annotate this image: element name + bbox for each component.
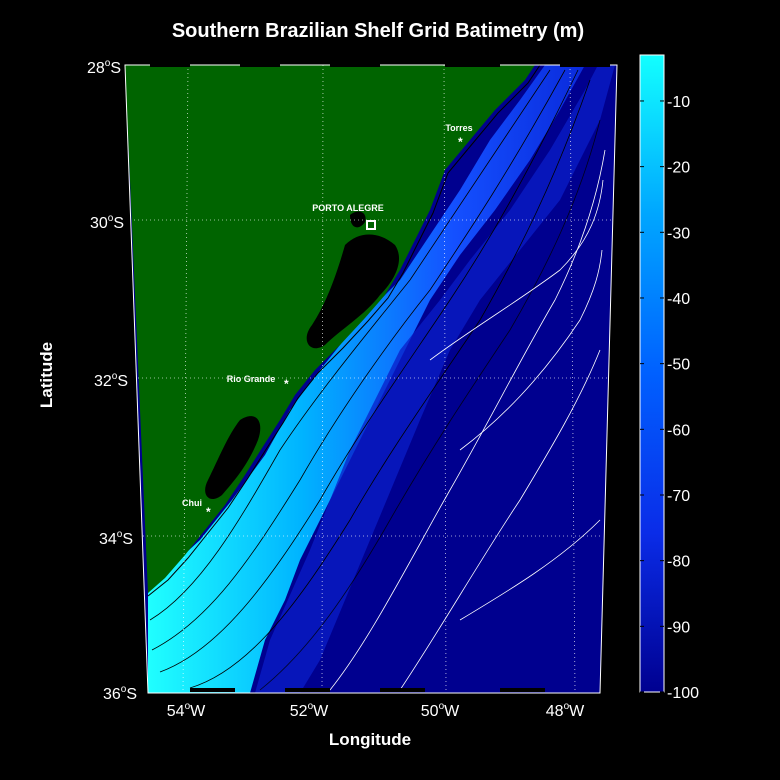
outer-shelf (255, 65, 615, 693)
colorbar-tick-label: -20 (667, 160, 690, 177)
colorbar-tick-label: -70 (667, 488, 690, 505)
latitude-ticks: 28oS 30oS 32oS 34oS 36oS (87, 58, 137, 703)
colorbar-tick-label: -80 (667, 554, 690, 571)
lat-tick: 30oS (90, 213, 124, 232)
y-axis-label: Latitude (37, 342, 56, 408)
lat-tick: 28oS (87, 58, 121, 77)
place-label-porto-alegre: PORTO ALEGRE (312, 203, 384, 213)
x-axis-label: Longitude (329, 730, 411, 749)
depth-contours (149, 69, 606, 691)
colorbar-tick-label: -50 (667, 357, 690, 374)
lon-tick: 52oW (290, 701, 329, 720)
lat-tick: 32oS (94, 371, 128, 390)
colorbar: -10 -20 -30 -40 -50 -60 -70 -80 -90 -100 (639, 54, 699, 702)
colorbar-tick-label: -100 (667, 685, 699, 702)
colorbar-ticks: -10 -20 -30 -40 -50 -60 -70 -80 -90 -100 (640, 94, 699, 702)
place-label-rio-grande: Rio Grande (227, 374, 276, 384)
colorbar-tick-label: -40 (667, 291, 690, 308)
map-frame (124, 63, 618, 694)
map-panel (125, 65, 617, 693)
colorbar-gradient (639, 54, 665, 693)
colorbar-tick-label: -60 (667, 422, 690, 439)
lon-tick: 48oW (546, 701, 585, 720)
lon-tick: 54oW (167, 701, 206, 720)
longitude-ticks: 54oW 52oW 50oW 48oW (167, 701, 585, 720)
place-marker-chui: * (206, 505, 211, 519)
coastline (147, 65, 541, 597)
lon-tick: 50oW (421, 701, 460, 720)
places: * Torres PORTO ALEGRE * Rio Grande * Chu… (182, 123, 473, 519)
lat-tick: 36oS (103, 684, 137, 703)
place-label-torres: Torres (445, 123, 472, 133)
capital-marker-porto-alegre (366, 220, 376, 230)
colorbar-tick-label: -90 (667, 619, 690, 636)
lat-tick: 34oS (99, 529, 133, 548)
colorbar-tick-label: -10 (667, 94, 690, 111)
place-label-chui: Chui (182, 498, 202, 508)
continental-shelf (148, 65, 585, 693)
place-marker-torres: * (458, 135, 463, 149)
lagoons (205, 211, 400, 500)
place-marker-rio-grande: * (284, 377, 289, 391)
chart-title: Southern Brazilian Shelf Grid Batimetry … (172, 20, 584, 42)
colorbar-tick-label: -30 (667, 225, 690, 242)
